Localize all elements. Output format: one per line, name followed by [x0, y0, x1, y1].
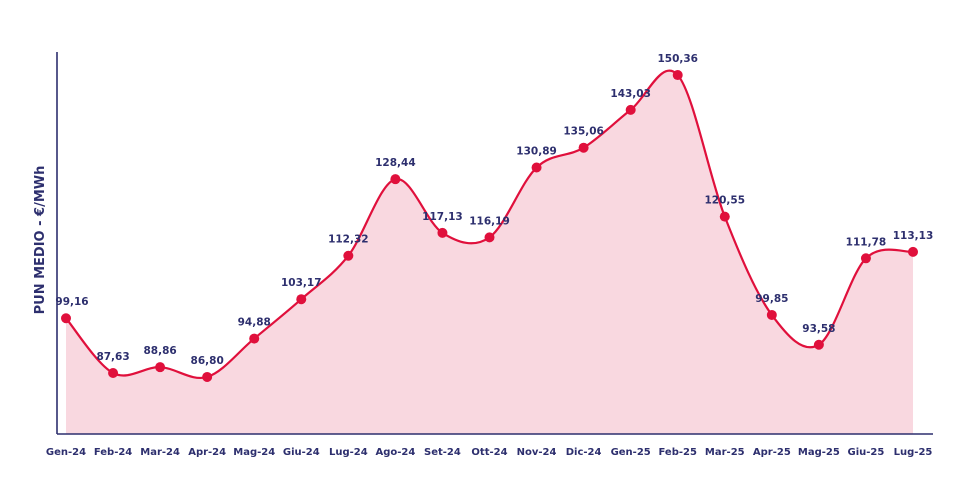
area-fill-layer: [66, 70, 913, 434]
x-tick-labels: Gen-24 Feb-24 Mar-24 Apr-24 Mag-24 Giu-24 Lug-…: [46, 447, 932, 458]
data-point-lug-24: [343, 250, 354, 261]
data-point-ago-24: [390, 174, 401, 185]
data-label-apr-24: 86,80: [191, 355, 224, 367]
data-point-apr-25: [766, 309, 777, 320]
data-label-apr-25: 99,85: [755, 293, 788, 305]
data-label-set-24: 117,13: [422, 211, 463, 223]
data-point-nov-24: [531, 162, 542, 173]
data-label-feb-24: 87,63: [96, 351, 129, 363]
x-tick-dic-24: Dic-24: [566, 447, 602, 458]
data-point-lug-25: [908, 246, 918, 257]
area-fill: [66, 70, 913, 434]
data-point-mar-24: [155, 362, 166, 373]
data-point-feb-24: [108, 368, 119, 379]
x-tick-mar-24: Mar-24: [140, 447, 180, 458]
data-label-ago-24: 128,44: [375, 157, 416, 169]
x-tick-lug-24: Lug-24: [329, 447, 368, 458]
data-point-gen-25: [625, 104, 636, 115]
data-label-gen-25: 143,03: [610, 88, 651, 100]
x-tick-lug-25: Lug-25: [894, 447, 933, 458]
x-tick-apr-24: Apr-24: [188, 447, 226, 458]
data-point-giu-24: [296, 294, 307, 305]
x-tick-ott-24: Ott-24: [471, 447, 507, 458]
data-point-ott-24: [484, 232, 495, 243]
data-point-mag-25: [813, 339, 824, 350]
data-label-lug-24: 112,32: [328, 234, 369, 246]
data-label-feb-25: 150,36: [657, 53, 698, 65]
data-point-mar-25: [719, 211, 730, 222]
data-point-set-24: [437, 227, 448, 238]
data-label-dic-24: 135,06: [563, 126, 604, 138]
data-label-giu-24: 103,17: [281, 277, 322, 289]
data-label-giu-25: 111,78: [846, 236, 887, 248]
data-label-mar-25: 120,55: [705, 195, 746, 207]
data-points: [61, 70, 918, 382]
data-label-mag-24: 94,88: [238, 317, 271, 329]
x-tick-feb-24: Feb-24: [94, 447, 132, 458]
data-point-mag-24: [249, 333, 260, 344]
data-point-gen-24: [61, 313, 71, 324]
x-tick-nov-24: Nov-24: [517, 447, 557, 458]
x-tick-gen-24: Gen-24: [46, 447, 86, 458]
x-tick-set-24: Set-24: [424, 447, 461, 458]
data-labels: 99,16 87,63 88,86 86,80 94,88 103,17 112,32 128…: [55, 53, 933, 367]
data-point-feb-25: [672, 70, 683, 81]
data-point-apr-24: [202, 371, 213, 382]
x-tick-ago-24: Ago-24: [375, 447, 415, 458]
x-tick-feb-25: Feb-25: [659, 447, 697, 458]
data-label-lug-25: 113,13: [893, 230, 934, 242]
data-point-dic-24: [578, 142, 589, 153]
x-tick-giu-24: Giu-24: [283, 447, 320, 458]
data-point-giu-25: [860, 253, 871, 264]
data-label-nov-24: 130,89: [516, 146, 557, 158]
data-label-ott-24: 116,19: [469, 215, 510, 227]
data-label-mar-24: 88,86: [144, 345, 177, 357]
x-tick-apr-25: Apr-25: [753, 447, 791, 458]
x-tick-mar-25: Mar-25: [705, 447, 745, 458]
x-tick-mag-24: Mag-24: [233, 447, 275, 458]
data-label-gen-24: 99,16: [55, 296, 88, 308]
axes: [56, 52, 933, 435]
x-tick-gen-25: Gen-25: [611, 447, 651, 458]
y-axis-title: PUN MEDIO - €/MWh: [33, 166, 48, 315]
data-label-mag-25: 93,58: [802, 323, 835, 335]
x-tick-giu-25: Giu-25: [848, 447, 885, 458]
x-tick-mag-25: Mag-25: [798, 447, 840, 458]
